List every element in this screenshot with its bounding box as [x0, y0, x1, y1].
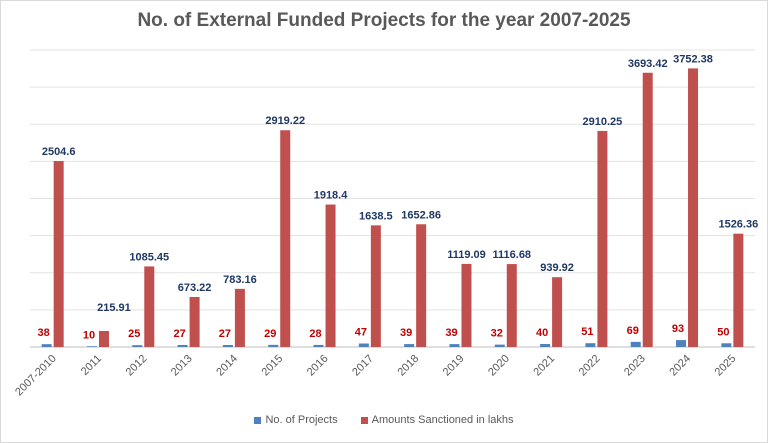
data-label-amount: 1116.68: [493, 249, 532, 261]
data-label-amount: 1085.45: [129, 251, 169, 263]
bar-projects: [540, 344, 551, 347]
bar-projects: [404, 344, 415, 347]
data-label-projects: 32: [491, 328, 503, 340]
data-label-projects: 27: [173, 328, 185, 340]
x-tick-label: 2017: [350, 353, 376, 379]
x-tick-label: 2013: [169, 353, 195, 379]
bar-projects: [132, 345, 143, 347]
bar-amount: [688, 68, 699, 347]
x-tick-label: 2022: [577, 353, 603, 379]
data-label-amount: 1526.36: [718, 219, 758, 231]
x-tick-label: 2018: [395, 353, 421, 379]
bar-amount: [189, 297, 200, 347]
bar-projects: [721, 343, 732, 347]
x-tick-label: 2020: [486, 353, 512, 379]
bars: [41, 68, 744, 348]
data-label-projects: 47: [355, 327, 367, 339]
data-label-projects: 50: [717, 326, 729, 338]
data-label-amount: 673.22: [178, 282, 212, 294]
bar-projects: [630, 341, 641, 347]
data-label-projects: 39: [445, 327, 457, 339]
data-label-amount: 783.16: [223, 274, 257, 286]
data-label-projects: 29: [264, 328, 276, 340]
bar-projects: [313, 344, 324, 347]
bar-amount: [597, 130, 608, 347]
bar-projects: [449, 344, 460, 347]
data-label-projects: 39: [400, 327, 412, 339]
x-tick-label: 2025: [713, 353, 739, 379]
bar-amount: [552, 277, 563, 347]
data-label-amount: 2919.22: [265, 115, 305, 127]
bar-projects: [86, 346, 97, 347]
x-tick-label: 2024: [667, 353, 693, 379]
legend-swatch-projects: [254, 416, 262, 424]
x-tick-label: 2011: [79, 353, 104, 378]
data-label-amount: 2504.6: [42, 146, 76, 158]
data-label-projects: 25: [128, 328, 140, 340]
bar-amount: [325, 204, 336, 347]
bar-amount: [461, 263, 472, 347]
legend: No. of Projects Amounts Sanctioned in la…: [0, 414, 768, 426]
bar-amount: [642, 72, 653, 348]
data-label-projects: 28: [309, 328, 321, 340]
legend-swatch-amounts: [360, 416, 368, 424]
data-labels: 38 2504.6 10 215.91 25 1085.45 27 673.22 27 783.1…: [38, 53, 759, 341]
bar-projects: [268, 344, 279, 347]
data-label-amount: 1119.09: [447, 249, 486, 261]
bar-projects: [676, 340, 687, 347]
bar-amount: [416, 224, 427, 347]
gridlines: [30, 49, 755, 348]
data-label-projects: 51: [581, 326, 593, 338]
legend-label-projects: No. of Projects: [265, 414, 338, 426]
data-label-amount: 1652.86: [401, 209, 441, 221]
bar-amount: [370, 225, 381, 347]
data-label-amount: 939.92: [540, 262, 574, 274]
bar-amount: [144, 266, 155, 347]
data-label-projects: 40: [536, 327, 548, 339]
data-label-amount: 215.91: [97, 302, 131, 314]
x-tick-label: 2012: [124, 353, 150, 379]
bar-amount: [506, 264, 517, 347]
x-tick-label: 2021: [531, 353, 557, 379]
bar-amount: [53, 161, 64, 347]
x-tick-label: 2019: [441, 353, 467, 379]
x-tick-label: 2014: [214, 353, 240, 379]
x-axis-ticks: 2007-2010 2011 2012 2013 2014 2015 2016 2017 201…: [13, 353, 738, 399]
bar-projects: [494, 344, 505, 347]
legend-label-amounts: Amounts Sanctioned in lakhs: [371, 414, 514, 426]
legend-item-projects: No. of Projects: [254, 414, 338, 426]
data-label-projects: 10: [83, 329, 95, 341]
x-tick-label: 2015: [260, 353, 286, 379]
data-label-amount: 3693.42: [628, 58, 668, 70]
data-label-amount: 1918.4: [314, 190, 349, 202]
bar-projects: [177, 344, 188, 347]
x-tick-label: 2023: [622, 353, 648, 379]
data-label-projects: 93: [672, 323, 684, 335]
legend-item-amounts: Amounts Sanctioned in lakhs: [360, 414, 514, 426]
bar-amount: [234, 288, 245, 347]
bar-amount: [98, 330, 109, 347]
x-tick-label: 2016: [305, 353, 331, 379]
bar-projects: [222, 344, 233, 347]
chart-title: No. of External Funded Projects for the …: [137, 10, 631, 31]
data-label-amount: 3752.38: [673, 53, 713, 65]
bar-projects: [41, 344, 52, 347]
data-label-projects: 38: [38, 327, 50, 339]
x-tick-label: 2007-2010: [13, 353, 59, 399]
bar-projects: [358, 343, 369, 347]
data-label-amount: 1638.5: [359, 210, 393, 222]
bar-projects: [585, 343, 596, 347]
data-label-amount: 2910.25: [583, 116, 623, 128]
bar-amount: [733, 233, 744, 347]
data-label-projects: 69: [627, 325, 639, 337]
data-label-projects: 27: [219, 328, 231, 340]
bar-amount: [280, 130, 291, 347]
